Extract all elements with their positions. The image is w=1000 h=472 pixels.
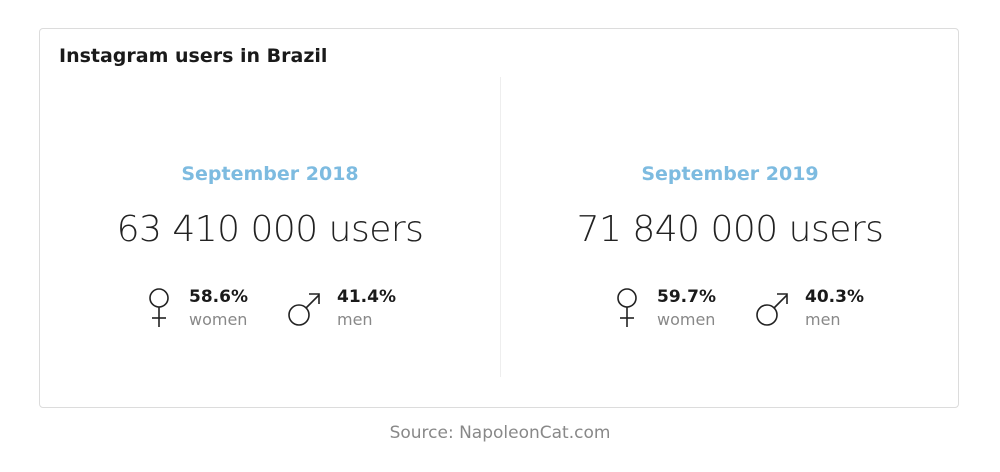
source: Source: NapoleonCat.com: [389, 423, 611, 443]
male-icon: [288, 293, 320, 326]
panel: September 2019 71 840 000 users 59.7% wo…: [500, 29, 960, 409]
title: Instagram users in Brazil: [59, 45, 328, 67]
card: Instagram users in Brazil September 2018…: [39, 28, 959, 408]
users: 71 840 000 users: [576, 209, 884, 250]
gender-label: women: [189, 310, 248, 329]
gender-label: women: [657, 310, 716, 329]
share: 41.4%: [337, 287, 396, 307]
panel: September 2018 63 410 000 users 58.6% wo…: [40, 29, 500, 409]
users: 63 410 000 users: [116, 209, 424, 250]
share: 58.6%: [189, 287, 248, 307]
gender-label: men: [805, 310, 841, 329]
divider: [500, 77, 501, 377]
female-icon: [617, 288, 637, 327]
period: September 2018: [181, 163, 359, 185]
share: 59.7%: [657, 287, 716, 307]
female-icon: [149, 288, 169, 327]
period: September 2019: [641, 163, 819, 185]
gender-label: men: [337, 310, 373, 329]
share: 40.3%: [805, 287, 864, 307]
male-icon: [756, 293, 788, 326]
